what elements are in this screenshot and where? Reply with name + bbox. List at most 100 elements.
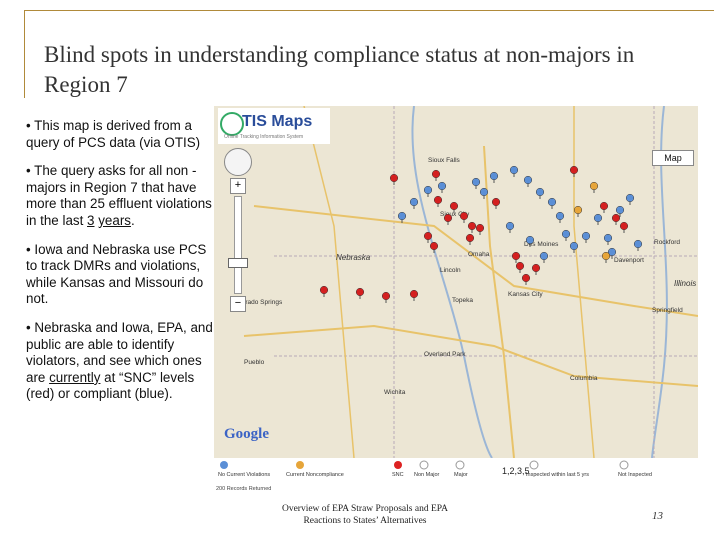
- blue-marker-icon[interactable]: [409, 197, 419, 209]
- red-marker-icon[interactable]: [319, 285, 329, 297]
- city-label-0: Sioux Falls: [428, 157, 461, 164]
- legend-orange-marker-icon: [296, 461, 304, 469]
- city-label-6: Omaha: [468, 251, 490, 258]
- red-marker-icon[interactable]: [355, 287, 365, 299]
- red-marker-icon[interactable]: [599, 201, 609, 213]
- red-marker-icon[interactable]: [409, 289, 419, 301]
- city-label-5: Lincoln: [440, 267, 461, 274]
- blue-marker-icon[interactable]: [397, 211, 407, 223]
- red-marker-icon[interactable]: [511, 251, 521, 263]
- city-label-12: Colorado Springs: [232, 299, 283, 306]
- bullet-1: • This map is derived from a query of PC…: [26, 118, 201, 150]
- red-marker-icon[interactable]: [423, 231, 433, 243]
- zoom-in-button[interactable]: +: [230, 178, 246, 194]
- red-marker-icon[interactable]: [475, 223, 485, 235]
- blue-marker-icon[interactable]: [593, 213, 603, 225]
- red-marker-icon[interactable]: [433, 195, 443, 207]
- google-logo: Google: [224, 426, 269, 442]
- city-label-4: Des Moines: [524, 241, 559, 248]
- zoom-out-button[interactable]: −: [230, 296, 246, 312]
- bullet-list: • This map is derived from a query of PC…: [26, 118, 214, 415]
- bullet-4-text-end: at “SNC” levels (red) or compliant (blue…: [26, 369, 195, 402]
- city-label-3: Davenport: [614, 257, 644, 264]
- records-returned: 200 Records Returned: [216, 486, 272, 492]
- zoom-slider-thumb[interactable]: [228, 258, 248, 268]
- bullet-2-underlined-word: years: [98, 212, 131, 228]
- blue-marker-icon[interactable]: [603, 233, 613, 245]
- otis-logo: TIS Maps Online Tracking Information Sys…: [218, 108, 330, 144]
- blue-marker-icon[interactable]: [633, 239, 643, 251]
- otis-logo-subtitle: Online Tracking Information System: [224, 134, 304, 140]
- blue-marker-icon[interactable]: [509, 165, 519, 177]
- legend-label-no-current-violations: No Current Violations: [218, 472, 271, 478]
- otis-map[interactable]: Nebraska Illinois Sioux Falls Sioux City…: [214, 106, 698, 496]
- blue-marker-icon[interactable]: [437, 181, 447, 193]
- bullet-2-text: • The query asks for all non -majors in …: [26, 163, 212, 228]
- orange-marker-icon[interactable]: [589, 181, 599, 193]
- city-label-7: Kansas City: [508, 291, 543, 298]
- blue-marker-icon[interactable]: [505, 221, 515, 233]
- red-marker-icon[interactable]: [465, 233, 475, 245]
- legend-blue-marker-icon: [220, 461, 228, 469]
- red-marker-icon[interactable]: [531, 263, 541, 275]
- state-label-0: Nebraska: [336, 253, 371, 262]
- blue-marker-icon[interactable]: [471, 177, 481, 189]
- map-base: Nebraska Illinois Sioux Falls Sioux City…: [214, 106, 698, 496]
- red-marker-icon[interactable]: [459, 211, 469, 223]
- red-marker-icon[interactable]: [429, 241, 439, 253]
- violation-markers: [319, 165, 643, 303]
- red-marker-icon[interactable]: [521, 273, 531, 285]
- red-marker-icon[interactable]: [491, 197, 501, 209]
- red-marker-icon[interactable]: [619, 221, 629, 233]
- blue-marker-icon[interactable]: [489, 171, 499, 183]
- slide-footer: Overview of EPA Straw Proposals and EPA …: [281, 504, 449, 526]
- map-legend: No Current Violations Current Noncomplia…: [214, 458, 698, 496]
- zoom-slider-track[interactable]: [234, 196, 242, 294]
- red-marker-icon[interactable]: [611, 213, 621, 225]
- decorative-horizontal-rule: [24, 10, 714, 11]
- decorative-vertical-rule: [24, 10, 25, 98]
- blue-marker-icon[interactable]: [561, 229, 571, 241]
- city-label-9: Topeka: [452, 297, 473, 304]
- legend-icons: [220, 460, 629, 470]
- orange-marker-icon[interactable]: [601, 251, 611, 263]
- city-label-8: Springfield: [652, 307, 683, 314]
- blue-marker-icon[interactable]: [547, 197, 557, 209]
- blue-marker-icon[interactable]: [423, 185, 433, 197]
- red-marker-icon[interactable]: [431, 169, 441, 181]
- bullet-4-text: • Nebraska and Iowa, EPA, and public are…: [26, 319, 213, 385]
- state-label-1: Illinois: [674, 279, 696, 288]
- red-marker-icon[interactable]: [381, 291, 391, 303]
- red-marker-icon[interactable]: [569, 165, 579, 177]
- zoom-control[interactable]: + −: [224, 148, 252, 314]
- legend-red-marker-icon: [394, 461, 402, 469]
- city-label-1: Sioux City: [440, 211, 470, 218]
- blue-marker-icon[interactable]: [607, 247, 617, 259]
- legend-major-marker-icon: [455, 460, 465, 470]
- red-marker-icon[interactable]: [467, 221, 477, 233]
- blue-marker-icon[interactable]: [615, 205, 625, 217]
- blue-marker-icon[interactable]: [625, 193, 635, 205]
- red-marker-icon[interactable]: [389, 173, 399, 185]
- red-marker-icon[interactable]: [515, 261, 525, 273]
- blue-marker-icon[interactable]: [581, 231, 591, 243]
- blue-marker-icon[interactable]: [523, 175, 533, 187]
- otis-logo-mark: [220, 112, 244, 136]
- legend-label-non-major: Non Major: [414, 472, 440, 478]
- red-marker-icon[interactable]: [443, 213, 453, 225]
- blue-marker-icon[interactable]: [555, 211, 565, 223]
- city-label-14: Wichita: [384, 389, 406, 396]
- blue-marker-icon[interactable]: [569, 241, 579, 253]
- blue-marker-icon[interactable]: [539, 251, 549, 263]
- blue-marker-icon[interactable]: [479, 187, 489, 199]
- pan-control-icon[interactable]: [224, 148, 252, 176]
- red-marker-icon[interactable]: [449, 201, 459, 213]
- orange-marker-icon[interactable]: [573, 205, 583, 217]
- blue-marker-icon[interactable]: [525, 235, 535, 247]
- blue-marker-icon[interactable]: [535, 187, 545, 199]
- map-type-button[interactable]: Map: [652, 150, 694, 166]
- city-label-10: Overland Park: [424, 351, 466, 358]
- legend-not-inspected-marker-icon: [619, 460, 629, 470]
- legend-label-snc: SNC: [392, 472, 404, 478]
- slide-title: Blind spots in understanding compliance …: [44, 42, 635, 97]
